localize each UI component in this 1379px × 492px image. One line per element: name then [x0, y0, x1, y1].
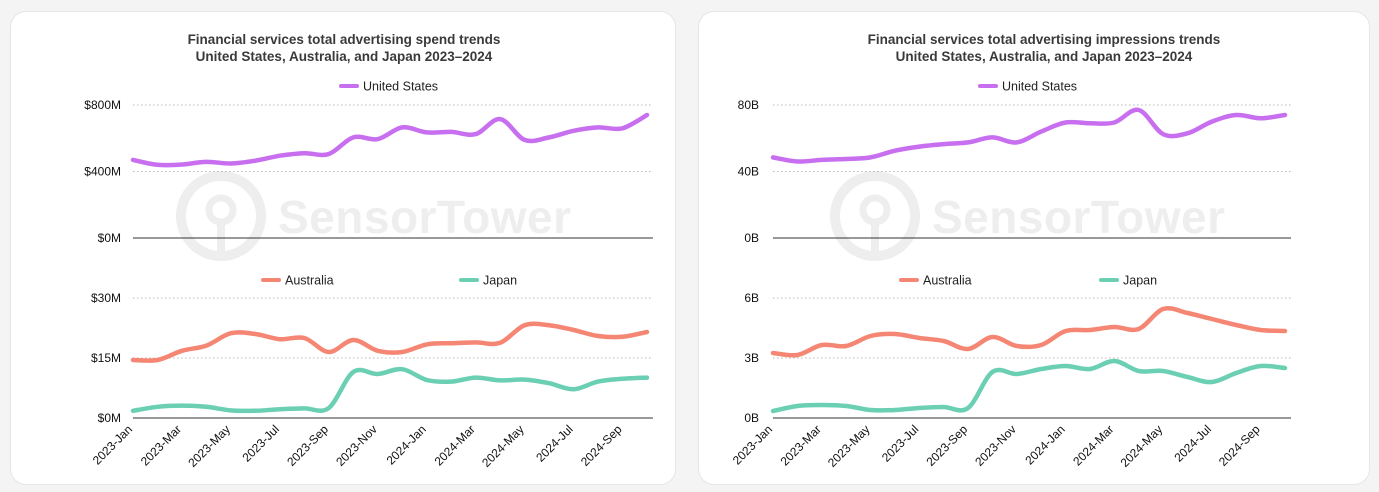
- legend-label-japan: Japan: [483, 274, 517, 288]
- spend-chart-panel: Financial services total advertising spe…: [10, 11, 676, 485]
- x-tick-label: 2023-May: [185, 422, 233, 470]
- y-tick-label: 0B: [744, 411, 759, 425]
- watermark-dot: [859, 194, 891, 226]
- x-tick-label: 2024-Mar: [432, 422, 478, 468]
- series-line-australia: [130, 321, 650, 363]
- chart-title: Financial services total advertising imp…: [868, 32, 1221, 47]
- series-line-united-states: [130, 112, 650, 168]
- series-line-japan: [130, 366, 650, 414]
- x-tick-label: 2023-Jan: [730, 422, 775, 467]
- x-tick-label: 2023-Sep: [923, 422, 970, 469]
- y-tick-label: $0M: [98, 411, 121, 425]
- impressions-chart: Financial services total advertising imp…: [730, 32, 1291, 470]
- x-tick-label: 2024-Jul: [533, 422, 575, 464]
- x-tick-label: 2024-May: [1118, 422, 1166, 470]
- legend-label-australia: Australia: [285, 274, 334, 288]
- series-line-united-states: [770, 107, 1288, 164]
- x-tick-label: 2023-Sep: [284, 422, 331, 469]
- x-tick-label: 2024-Jan: [1022, 422, 1067, 467]
- x-tick-label: 2023-May: [825, 422, 873, 470]
- sensortower-watermark: SensorTower: [176, 171, 572, 261]
- series-line-australia: [770, 305, 1288, 358]
- chart-title: Financial services total advertising spe…: [188, 32, 501, 47]
- x-tick-label: 2024-Sep: [578, 422, 625, 469]
- x-tick-label: 2024-May: [479, 422, 527, 470]
- x-tick-label: 2024-Sep: [1216, 422, 1263, 469]
- x-tick-label: 2023-Mar: [778, 422, 824, 468]
- y-tick-label: $30M: [91, 291, 121, 305]
- legend-label-us: United States: [363, 80, 438, 94]
- chart-subtitle: United States, Australia, and Japan 2023…: [896, 49, 1193, 64]
- y-tick-label: 3B: [744, 351, 759, 365]
- chart-subtitle: United States, Australia, and Japan 2023…: [196, 49, 493, 64]
- y-tick-label: $400M: [84, 165, 121, 179]
- x-tick-label: 2024-Mar: [1070, 422, 1116, 468]
- y-tick-label: 80B: [738, 98, 759, 112]
- x-tick-label: 2023-Nov: [972, 422, 1019, 469]
- y-tick-label: $15M: [91, 351, 121, 365]
- legend-label-us: United States: [1002, 80, 1077, 94]
- x-tick-label: 2023-Mar: [138, 422, 184, 468]
- x-tick-label: 2023-Jan: [90, 422, 135, 467]
- watermark-text: SensorTower: [278, 191, 572, 243]
- x-tick-label: 2023-Nov: [333, 422, 380, 469]
- watermark-stem: [871, 220, 879, 258]
- legend-label-australia: Australia: [923, 274, 972, 288]
- spend-chart: Financial services total advertising spe…: [84, 32, 653, 470]
- x-tick-label: 2023-Jul: [879, 422, 921, 464]
- impressions-chart-panel: Financial services total advertising imp…: [698, 11, 1370, 485]
- watermark-dot: [205, 194, 237, 226]
- y-tick-label: 0B: [744, 231, 759, 245]
- legend-label-japan: Japan: [1123, 274, 1157, 288]
- watermark-stem: [217, 220, 225, 258]
- series-line-japan: [770, 358, 1288, 414]
- sensortower-watermark: SensorTower: [830, 171, 1226, 261]
- y-tick-label: $0M: [98, 231, 121, 245]
- watermark-text: SensorTower: [932, 191, 1226, 243]
- x-tick-label: 2024-Jan: [384, 422, 429, 467]
- y-tick-label: 6B: [744, 291, 759, 305]
- y-tick-label: $800M: [84, 98, 121, 112]
- x-tick-label: 2024-Jul: [1172, 422, 1214, 464]
- y-tick-label: 40B: [738, 165, 759, 179]
- x-tick-label: 2023-Jul: [240, 422, 282, 464]
